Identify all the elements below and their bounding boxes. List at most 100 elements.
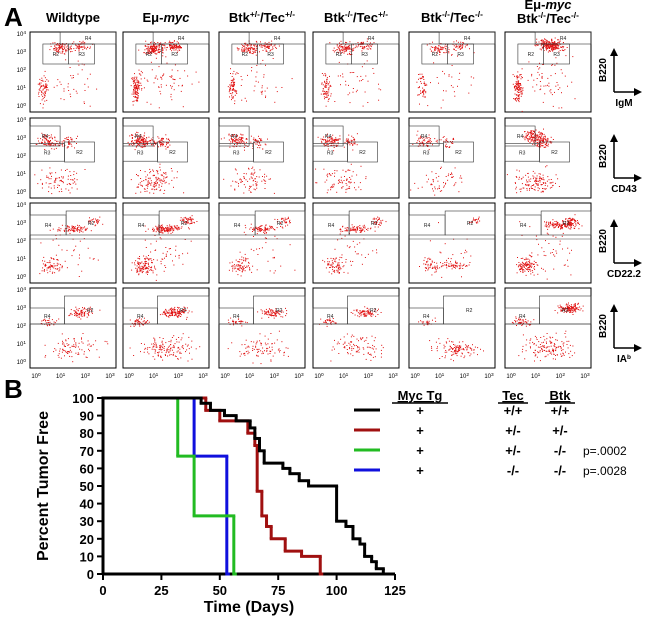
event-dot	[548, 42, 550, 43]
event-dot	[551, 64, 553, 65]
event-dot	[538, 188, 540, 190]
text-run: myc	[163, 10, 190, 25]
event-dot	[367, 80, 369, 82]
event-dot	[149, 45, 151, 47]
event-dot	[145, 230, 147, 232]
event-dot	[140, 142, 142, 143]
event-dot	[546, 232, 548, 234]
event-dot	[452, 266, 454, 268]
event-dot	[526, 258, 528, 260]
event-dot	[517, 90, 519, 92]
event-dot	[75, 228, 77, 230]
event-dot	[45, 92, 46, 94]
event-dot	[236, 141, 237, 143]
event-dot	[147, 177, 149, 179]
event-dot	[61, 351, 63, 353]
event-dot	[374, 230, 376, 232]
event-dot	[539, 177, 541, 179]
event-dot	[264, 226, 266, 228]
event-dot	[236, 173, 238, 175]
event-dot	[356, 253, 358, 255]
event-dot	[377, 216, 379, 218]
event-dot	[234, 140, 236, 141]
event-dot	[454, 183, 456, 185]
event-dot	[359, 228, 361, 229]
event-dot	[74, 50, 76, 51]
gate-label: R4	[85, 36, 92, 42]
event-dot	[339, 228, 341, 230]
event-dot	[272, 257, 274, 259]
event-dot	[83, 351, 85, 353]
event-dot	[253, 137, 255, 139]
event-dot	[234, 144, 235, 145]
event-dot	[573, 219, 575, 221]
event-dot	[252, 148, 254, 149]
event-dot	[252, 231, 253, 232]
event-dot	[538, 41, 540, 43]
event-dot	[451, 264, 453, 266]
event-dot	[139, 136, 141, 138]
event-dot	[559, 240, 561, 242]
event-dot	[246, 44, 248, 46]
event-dot	[541, 77, 543, 79]
event-dot	[50, 183, 52, 184]
event-dot	[179, 219, 181, 221]
event-dot	[533, 264, 534, 265]
event-dot	[239, 139, 241, 141]
event-dot	[164, 180, 165, 182]
event-dot	[453, 49, 455, 51]
event-dot	[571, 223, 573, 225]
event-dot	[518, 92, 519, 93]
event-dot	[245, 138, 247, 140]
event-dot	[42, 103, 44, 105]
event-dot	[256, 181, 258, 183]
event-dot	[546, 42, 548, 44]
event-dot	[41, 94, 43, 96]
gate	[443, 141, 474, 163]
event-dot	[147, 180, 149, 182]
event-dot	[166, 227, 168, 229]
event-dot	[471, 222, 473, 224]
event-dot	[243, 231, 245, 233]
event-dot	[338, 61, 340, 63]
event-dot	[136, 94, 138, 95]
event-dot	[339, 229, 341, 231]
event-dot	[436, 139, 438, 141]
event-dot	[156, 47, 158, 48]
event-dot	[352, 240, 354, 242]
event-dot	[42, 80, 44, 82]
event-dot	[367, 48, 369, 50]
event-dot	[171, 228, 173, 230]
event-dot	[43, 94, 45, 96]
event-dot	[152, 175, 154, 177]
event-dot	[531, 73, 533, 75]
event-dot	[419, 86, 420, 88]
event-dot	[70, 228, 72, 230]
event-dot	[245, 179, 247, 181]
event-dot	[569, 220, 571, 222]
event-dot	[85, 228, 87, 230]
event-dot	[328, 87, 330, 89]
event-dot	[441, 265, 443, 267]
event-dot	[283, 219, 285, 221]
event-dot	[66, 50, 68, 52]
event-dot	[162, 49, 164, 51]
event-dot	[527, 140, 529, 142]
event-dot	[541, 184, 543, 185]
event-dot	[347, 138, 349, 140]
event-dot	[230, 83, 232, 85]
event-dot	[259, 169, 261, 171]
event-dot	[560, 228, 561, 230]
event-dot	[375, 218, 377, 220]
event-dot	[259, 138, 261, 140]
event-dot	[519, 86, 520, 88]
event-dot	[169, 224, 171, 226]
gate-label: R2	[53, 52, 60, 58]
event-dot	[244, 46, 246, 48]
event-dot	[178, 257, 180, 259]
event-dot	[243, 177, 245, 179]
event-dot	[332, 49, 334, 51]
gate	[348, 210, 400, 236]
event-dot	[139, 137, 141, 139]
event-dot	[238, 142, 240, 144]
